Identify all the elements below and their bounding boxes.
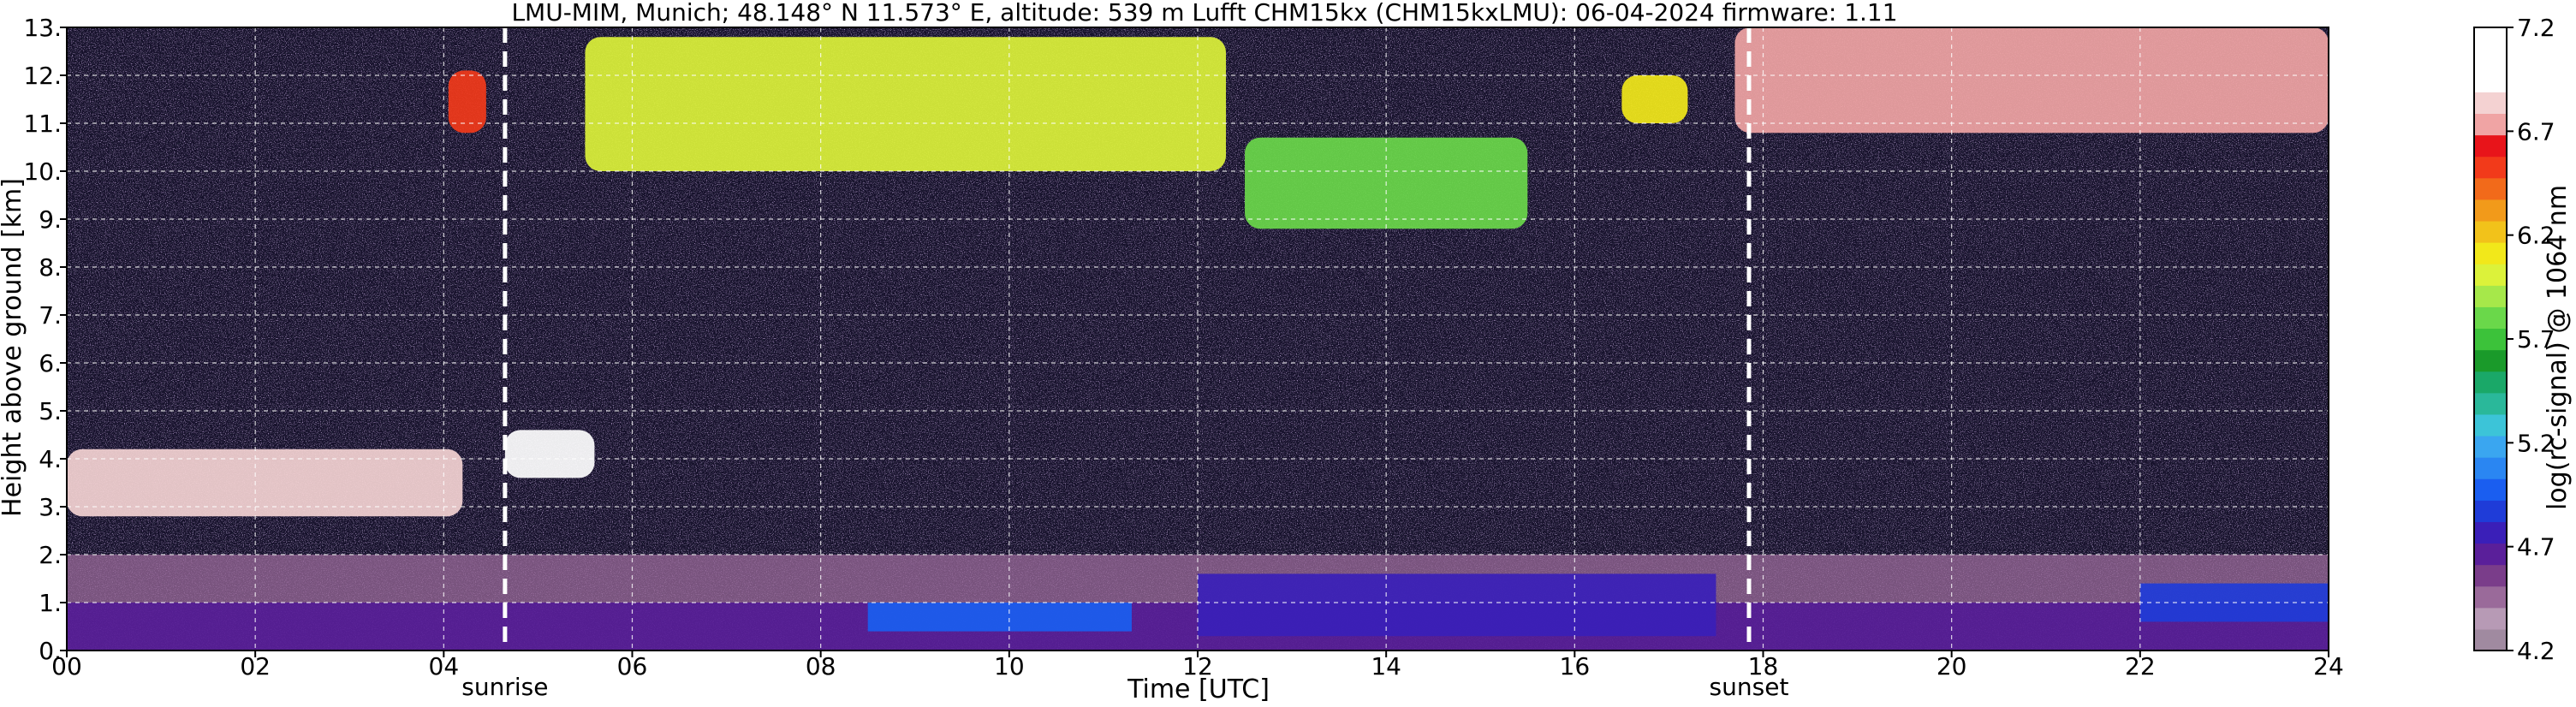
colorbar-swatch: [2474, 199, 2507, 222]
annotation-lines: sunrise sunset: [461, 27, 1788, 701]
y-tick-label: 2.: [39, 541, 62, 569]
colorbar-swatch: [2474, 113, 2507, 136]
colorbar-tick-label: 6.2: [2517, 222, 2555, 250]
colorbar-swatch: [2474, 564, 2507, 587]
feature-cloud-4: [448, 70, 486, 134]
colorbar-tick-label: 7.2: [2517, 14, 2555, 42]
colorbar-swatch: [2474, 478, 2507, 501]
sunset-label: sunset: [1710, 673, 1789, 701]
colorbar-swatch: [2474, 413, 2507, 437]
colorbar-tick-label: 5.7: [2517, 325, 2555, 354]
colorbar-tick-label: 5.2: [2517, 429, 2555, 457]
feature-cirrus-7: [1621, 75, 1688, 123]
x-tick-label: 24: [2313, 652, 2344, 680]
x-tick-label: 12: [1182, 652, 1213, 680]
sunrise-label: sunrise: [461, 673, 548, 701]
colorbar-swatch: [2474, 49, 2507, 71]
colorbar-swatch: [2474, 134, 2507, 157]
feature-cirrus-8: [1734, 27, 2329, 134]
y-tick-label: 13.: [23, 14, 62, 42]
y-tick-label: 0.: [39, 637, 62, 665]
colorbar-swatch: [2474, 349, 2507, 372]
colorbar-swatch: [2474, 457, 2507, 479]
colorbar-swatch: [2474, 628, 2507, 651]
x-tick-label: 22: [2125, 652, 2156, 680]
y-tick-label: 3.: [39, 493, 62, 521]
x-axis: 00 02 04 06 08 10 12 14 16 18 20 22 24: [51, 651, 2344, 680]
y-tick-label: 9.: [39, 205, 62, 234]
colorbar-swatch: [2474, 371, 2507, 394]
feature-cloud-3: [504, 430, 595, 478]
colorbar-swatch: [2474, 242, 2507, 264]
y-tick-label: 7.: [39, 301, 62, 330]
y-tick-label: 12.: [23, 62, 62, 90]
colorbar-tick-label: 6.7: [2517, 117, 2555, 146]
feature-aerosol-patch-9: [867, 603, 1132, 632]
colorbar-swatch: [2474, 264, 2507, 286]
colorbar-swatch: [2474, 285, 2507, 307]
feature-aerosol-patch-10: [1198, 573, 1716, 637]
colorbar-swatch: [2474, 156, 2507, 179]
feature-cloud-2: [67, 449, 463, 517]
colorbar-tick-label: 4.7: [2517, 533, 2555, 561]
colorbar-label: log(rc-signal) @ 1064 nm: [2543, 185, 2573, 510]
y-tick-label: 4.: [39, 445, 62, 473]
colorbar-swatch: [2474, 306, 2507, 330]
y-tick-label: 8.: [39, 253, 62, 282]
colorbar-swatch: [2474, 177, 2507, 200]
colorbar-swatch: [2474, 70, 2507, 92]
y-axis-label: Height above ground [km]: [0, 178, 27, 517]
y-tick-label: 5.: [39, 397, 62, 425]
chart-title: LMU-MIM, Munich; 48.148° N 11.573° E, al…: [511, 0, 1897, 27]
x-tick-label: 16: [1560, 652, 1591, 680]
colorbar-swatch: [2474, 585, 2507, 609]
colorbar-tick-label: 4.2: [2517, 637, 2555, 665]
y-tick-label: 10.: [23, 157, 62, 186]
colorbar-swatch: [2474, 392, 2507, 415]
x-tick-label: 10: [994, 652, 1025, 680]
x-axis-label: Time [UTC]: [1127, 674, 1270, 704]
x-tick-label: 20: [1936, 652, 1967, 680]
colorbar-swatch: [2474, 521, 2507, 544]
x-tick-label: 06: [617, 652, 648, 680]
colorbar-swatch: [2474, 607, 2507, 630]
y-axis: 0. 1. 2. 3. 4. 5. 6. 7. 8. 9. 10. 11. 12. 13.: [23, 14, 67, 665]
colorbar-swatch: [2474, 328, 2507, 351]
y-tick-label: 6.: [39, 349, 62, 377]
colorbar-swatch: [2474, 435, 2507, 458]
feature-cirrus-5: [585, 37, 1227, 172]
x-tick-label: 14: [1371, 652, 1401, 680]
x-tick-label: 18: [1748, 652, 1779, 680]
x-tick-label: 08: [806, 652, 836, 680]
colorbar-swatch: [2474, 543, 2507, 566]
colorbar-swatch: [2474, 500, 2507, 522]
colorbar-swatch: [2474, 220, 2507, 243]
x-tick-label: 00: [51, 652, 82, 680]
y-tick-label: 1.: [39, 589, 62, 617]
x-tick-label: 02: [240, 652, 271, 680]
grid-lines: [67, 27, 2329, 651]
y-tick-label: 11.: [23, 110, 62, 138]
colorbar-swatch: [2474, 92, 2507, 115]
x-tick-label: 04: [429, 652, 460, 680]
colorbar: 4.2 4.7 5.2 5.7 6.2 6.7 7.2: [2473, 14, 2555, 665]
colorbar-swatch: [2474, 27, 2507, 50]
